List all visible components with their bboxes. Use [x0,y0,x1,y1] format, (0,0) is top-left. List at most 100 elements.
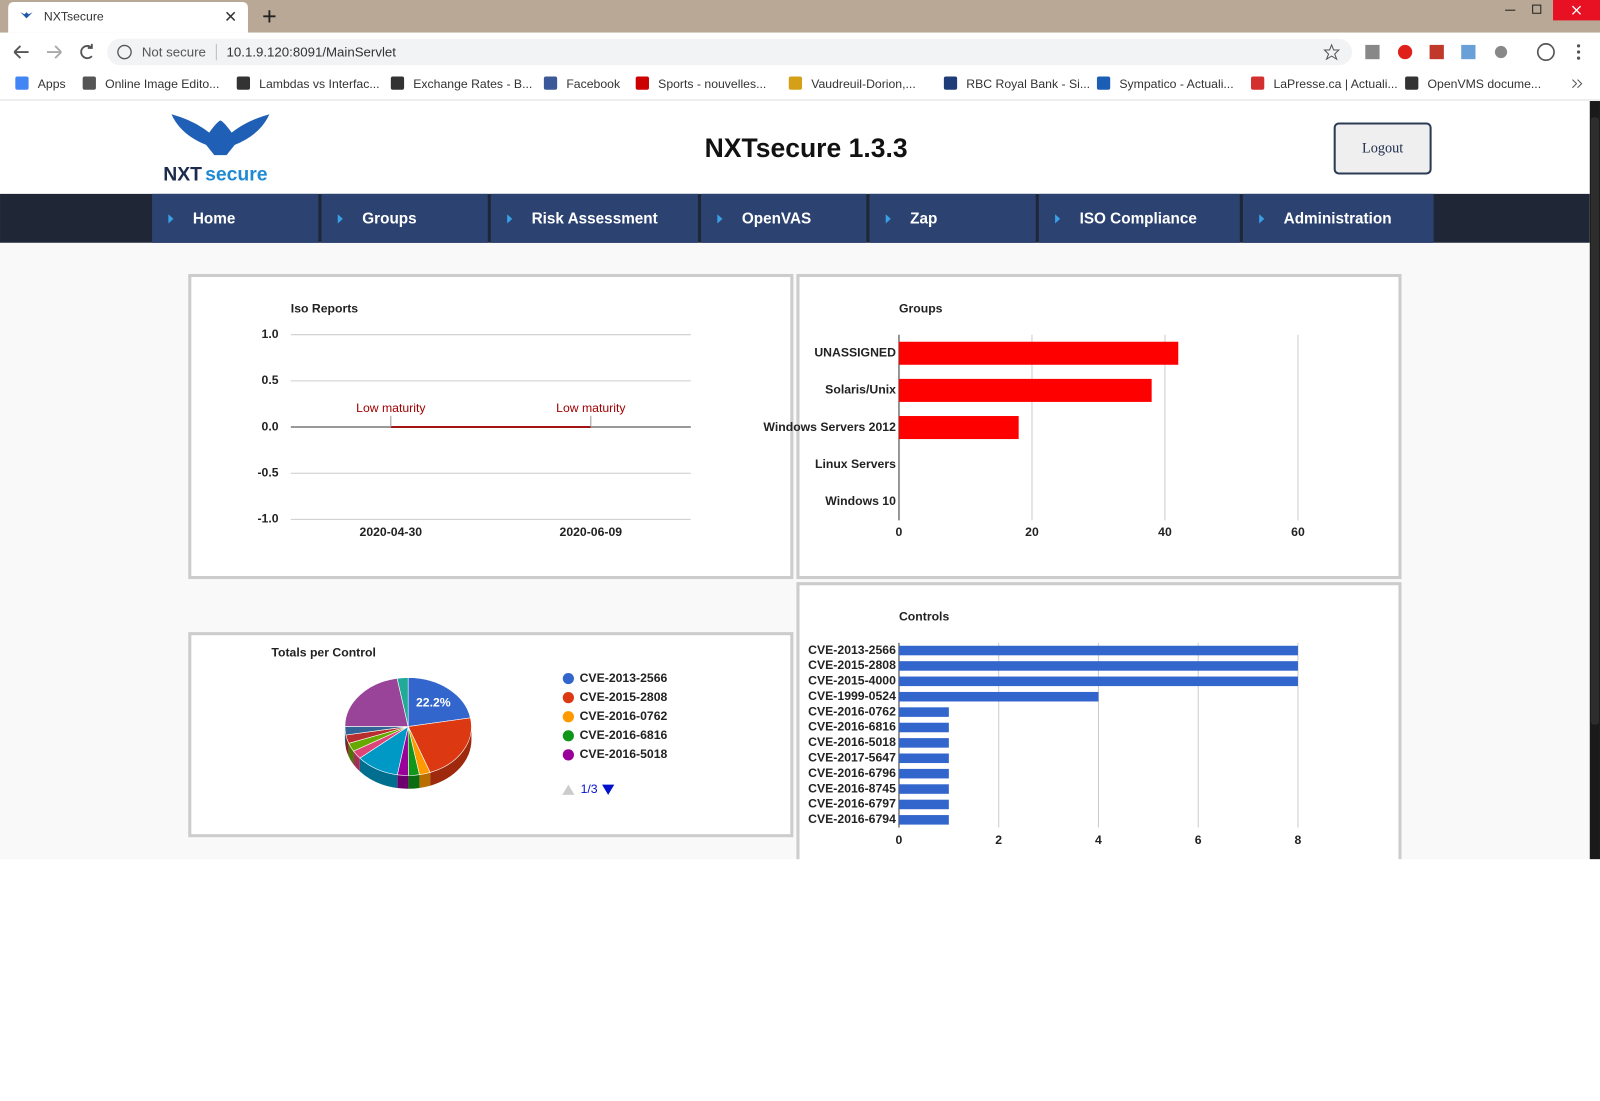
bookmark[interactable]: Lambdas vs Interfac... [259,77,379,91]
extension-icon[interactable] [1494,45,1508,59]
logout-button[interactable] [1333,122,1432,175]
bookmark[interactable]: Sports - nouvelles... [658,77,766,91]
nav-arrow [1055,214,1061,224]
bookmark[interactable]: OpenVMS docume... [1428,77,1542,91]
bookmark-icon [390,76,405,90]
nav-item[interactable] [321,193,488,243]
restore[interactable] [1532,4,1542,14]
bookmark[interactable]: Online Image Edito... [105,77,219,91]
menu-button[interactable] [1576,44,1581,60]
bar [898,722,949,733]
legend-label[interactable]: CVE-2016-6816 [580,728,668,742]
bookmark-icon [943,76,958,90]
bookmark[interactable]: Sympatico - Actuali... [1119,77,1233,91]
tab-title: NXTsecure [44,10,104,24]
nav-label: Administration [1284,210,1392,227]
legend-prev[interactable] [562,784,575,795]
category-label: CVE-2016-8745 [808,781,896,795]
nav-item[interactable] [1038,193,1240,243]
bar [898,378,1152,402]
omnibox[interactable] [107,38,1353,66]
pie-side [430,726,472,786]
scrollbar-thumb[interactable] [1590,117,1599,725]
legend-next[interactable] [602,784,615,795]
extension-icon[interactable] [1397,44,1413,60]
category-label: CVE-2016-6796 [808,766,896,780]
x-tick-label: 40 [1158,525,1172,539]
bookmark[interactable]: RBC Royal Bank - Si... [966,77,1090,91]
more-bookmarks[interactable] [1572,79,1583,89]
reload-button[interactable] [80,43,93,60]
tab[interactable] [8,2,248,33]
tab-close[interactable] [226,11,236,21]
nav-item[interactable] [152,193,319,243]
bookmark[interactable]: LaPresse.ca | Actuali... [1273,77,1397,91]
bookmark[interactable]: Apps [38,77,66,91]
chart-title: Groups [899,301,943,315]
data-label: 22.2% [416,695,451,709]
profile-icon[interactable] [1536,43,1555,62]
x-tick-label: 0 [896,833,903,847]
x-tick-label: 4 [1095,833,1102,847]
nav-arrow [168,214,174,224]
nav-item[interactable] [701,193,867,243]
forward-button[interactable] [46,45,62,59]
legend-label[interactable]: CVE-2015-2808 [580,690,668,704]
legend-label[interactable]: CVE-2013-2566 [580,671,668,685]
y-tick-label: -1.0 [257,512,278,526]
bookmark-icon [1096,76,1111,90]
panel [188,632,794,838]
chart-title: Totals per Control [271,645,375,659]
nav-label: Home [193,210,236,227]
extension-icon[interactable] [1461,44,1476,60]
category-label: CVE-2016-5018 [808,735,896,749]
new-tab[interactable] [263,10,276,23]
nav-arrow [1259,214,1265,224]
extension-icon[interactable] [1365,44,1380,60]
pie-side [359,758,398,789]
category-label: CVE-1999-0524 [808,689,896,703]
nav-label: Zap [910,210,937,227]
category-label: CVE-2016-6797 [808,797,896,811]
nav-item[interactable] [869,193,1036,243]
category-label: CVE-2017-5647 [808,751,896,765]
pie-side [353,751,360,772]
bookmark-star[interactable] [1323,43,1340,61]
category-label: CVE-2016-6816 [808,720,896,734]
logout-label: Logout [1362,140,1403,156]
category-label: Solaris/Unix [825,383,896,397]
bookmark[interactable]: Facebook [566,77,621,91]
annotation: Low maturity [356,401,426,415]
logo-text: NXT [163,164,202,186]
nav-label: Risk Assessment [532,210,658,227]
nav-arrow [337,214,343,224]
bar [898,815,949,825]
pie-side [397,774,409,789]
bar [898,768,949,779]
bookmark-icon [15,76,29,90]
y-tick-label: 1.0 [262,327,279,341]
y-tick-label: -0.5 [257,465,278,479]
category-label: Linux Servers [815,457,896,471]
x-tick-label: 2 [995,833,1002,847]
nav-item[interactable] [490,193,698,243]
bookmark-icon [788,76,803,90]
bookmark[interactable]: Exchange Rates - B... [413,77,532,91]
pie-side [408,774,420,789]
category-label: CVE-2016-0762 [808,704,896,718]
back-button[interactable] [13,45,29,59]
x-tick-label: 2020-06-09 [560,525,623,539]
legend-label[interactable]: CVE-2016-5018 [580,747,668,761]
nav-item[interactable] [1242,193,1434,243]
bookmark[interactable]: Vaudreuil-Dorion,... [811,77,916,91]
window-close-icon [1571,5,1582,15]
url[interactable]: 10.1.9.120:8091/MainServlet [227,45,397,60]
category-label: CVE-2015-2808 [808,658,896,672]
bar [898,416,1019,440]
category-label: Windows Servers 2012 [763,420,896,434]
info-icon[interactable] [117,44,132,60]
extension-icon[interactable] [1429,44,1444,60]
legend-label[interactable]: CVE-2016-0762 [580,709,668,723]
